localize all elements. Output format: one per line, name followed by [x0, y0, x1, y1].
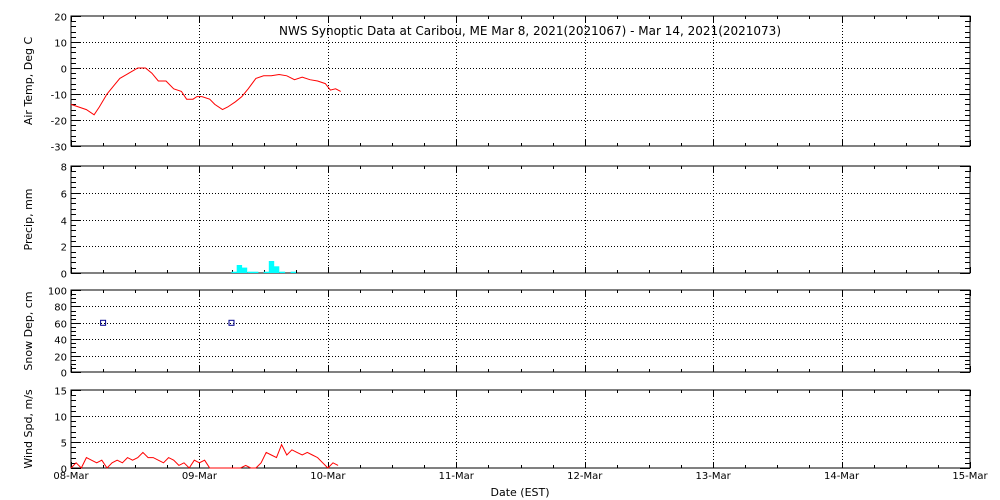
y-axis-label: Wind Spd, m/s: [22, 389, 35, 469]
precip-bar: [247, 271, 253, 273]
y-tick-label: -30: [51, 143, 67, 154]
y-tick-label: 0: [61, 465, 67, 476]
precip-bar: [290, 271, 296, 273]
panel-2: 0 2 4 6 8 Precip, mm: [22, 163, 971, 281]
y-tick-label: 10: [54, 39, 67, 50]
y-tick-label: 0: [61, 65, 67, 76]
precip-bar: [268, 261, 275, 273]
y-tick-label: 15: [54, 387, 67, 398]
x-tick-labels: 08-Mar 09-Mar 10-Mar 11-Mar 12-Mar 13-Mar 14-M…: [53, 471, 988, 482]
y-tick-label: 0: [61, 369, 67, 380]
chart-panels: -30 -20 -10 0 10 20 Air Temp, Deg C 0 2 4 6 8 Precip…: [22, 13, 988, 483]
y-tick-label: 5: [61, 439, 67, 450]
y-tick-label: 20: [54, 353, 67, 364]
y-tick-label: 8: [61, 163, 67, 174]
panel-4: 0 5 10 15 Wind Spd, m/s: [22, 387, 971, 476]
precip-bar: [253, 271, 259, 273]
y-tick-label: -20: [51, 117, 67, 128]
series-line: [70, 67, 341, 116]
precip-bar: [279, 271, 286, 273]
plot-frame: [70, 165, 971, 274]
x-tick-label: 11-Mar: [439, 471, 475, 482]
precip-bar: [231, 271, 237, 273]
x-tick-label: 08-Mar: [53, 471, 89, 482]
panel-1: -30 -20 -10 0 10 20 Air Temp, Deg C: [22, 13, 971, 154]
plot-frame: [70, 289, 971, 373]
y-tick-label: 80: [54, 303, 67, 314]
y-tick-label: 40: [54, 336, 67, 347]
precip-bar: [241, 267, 248, 273]
x-tick-label: 10-Mar: [310, 471, 346, 482]
chart-title: NWS Synoptic Data at Caribou, ME Mar 8, …: [279, 24, 781, 38]
y-tick-label: 0: [61, 270, 67, 281]
x-tick-label: 15-Mar: [952, 471, 988, 482]
precip-bar: [273, 266, 280, 273]
plot-frame: [70, 15, 971, 147]
x-tick-label: 14-Mar: [824, 471, 860, 482]
x-tick-label: 12-Mar: [567, 471, 603, 482]
x-tick-label: 09-Mar: [182, 471, 218, 482]
x-tick-label: 13-Mar: [696, 471, 732, 482]
precip-bar: [236, 265, 243, 273]
y-tick-label: 10: [54, 413, 67, 424]
y-tick-label: 4: [61, 217, 67, 228]
y-tick-label: -10: [51, 91, 67, 102]
y-tick-label: 6: [61, 190, 67, 201]
y-axis-label: Precip, mm: [22, 189, 35, 251]
y-tick-label: 2: [61, 243, 67, 254]
y-tick-label: 60: [54, 320, 67, 331]
y-axis-label: Snow Dep, cm: [22, 291, 35, 370]
panel-3: 0 20 40 60 80 100 Snow Dep, cm: [22, 287, 971, 380]
series-line: [70, 443, 339, 469]
y-tick-label: 20: [54, 13, 67, 24]
precip-bar: [263, 271, 269, 273]
snow-depth-marker: [100, 319, 107, 326]
x-axis-label: Date (EST): [490, 486, 549, 499]
snow-depth-marker: [228, 319, 235, 326]
y-axis-label: Air Temp, Deg C: [22, 37, 35, 126]
plot-frame: [70, 389, 971, 469]
y-tick-label: 100: [48, 287, 67, 298]
